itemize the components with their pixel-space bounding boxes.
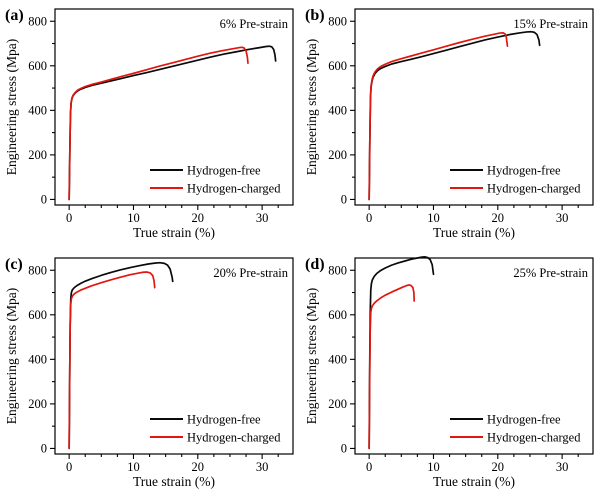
x-tick-label: 30 (556, 211, 569, 225)
y-tick-label: 800 (328, 14, 347, 28)
panel-b: 0 10 20 30 0 200 400 600 800 15% Pre-strain Hydrog… (300, 0, 600, 249)
chart-d: 0 10 20 30 0 200 400 600 800 25% Pre-strain Hydrog… (304, 256, 594, 489)
chart-b: 0 10 20 30 0 200 400 600 800 15% Pre-strain Hydrog… (304, 7, 594, 240)
x-tick-label: 30 (256, 211, 269, 225)
x-tick-label: 0 (66, 211, 72, 225)
x-tick-label: 30 (556, 460, 569, 474)
legend-label-hydrogen-free: Hydrogen-free (187, 164, 261, 178)
prestrain-annotation: 15% Pre-strain (513, 17, 588, 31)
curve-hydrogen-free (368, 256, 435, 450)
y-tick-label: 800 (28, 14, 47, 28)
x-tick-label: 20 (492, 460, 505, 474)
y-tick-label: 400 (28, 352, 47, 366)
panel-letter: (d) (305, 256, 325, 273)
y-tick-label: 0 (41, 441, 47, 455)
y-tick-label: 600 (328, 308, 347, 322)
x-tick-label: 0 (366, 460, 372, 474)
y-tick-label: 400 (328, 352, 347, 366)
panel-a: 0 10 20 30 0 200 400 600 800 6% Pre-strain Hydroge… (0, 0, 300, 249)
x-tick-label: 10 (427, 211, 440, 225)
plot-frame (54, 8, 294, 206)
x-tick-label: 20 (492, 211, 505, 225)
x-tick-label: 10 (127, 460, 140, 474)
x-axis-title: True strain (%) (433, 225, 515, 240)
x-tick-label: 0 (366, 211, 372, 225)
panel-letter: (a) (5, 7, 24, 24)
panel-c: 0 10 20 30 0 200 400 600 800 20% Pre-strain Hydrog… (0, 249, 300, 498)
prestrain-annotation: 6% Pre-strain (220, 17, 289, 31)
x-axis-title: True strain (%) (133, 474, 215, 489)
plot-frame (354, 8, 594, 206)
curve-hydrogen-free (68, 261, 174, 450)
x-tick-label: 20 (192, 460, 205, 474)
y-tick-label: 800 (28, 263, 47, 277)
panel-letter: (b) (305, 7, 325, 24)
panel-d: 0 10 20 30 0 200 400 600 800 25% Pre-strain Hydrog… (300, 249, 600, 498)
y-tick-label: 600 (328, 59, 347, 73)
y-tick-label: 400 (28, 103, 47, 117)
x-tick-label: 30 (256, 460, 269, 474)
y-axis-title: Engineering stress (Mpa) (4, 39, 19, 175)
y-tick-label: 0 (341, 441, 347, 455)
curve-hydrogen-charged (368, 284, 416, 450)
prestrain-annotation: 20% Pre-strain (213, 266, 288, 280)
legend-label-hydrogen-charged: Hydrogen-charged (187, 431, 281, 445)
y-tick-label: 0 (341, 192, 347, 206)
curve-hydrogen-charged (68, 271, 156, 450)
curve-hydrogen-charged (368, 31, 509, 201)
y-axis-title: Engineering stress (Mpa) (304, 39, 319, 175)
legend-label-hydrogen-free: Hydrogen-free (487, 413, 561, 427)
plot-frame (54, 257, 294, 455)
prestrain-annotation: 25% Pre-strain (513, 266, 588, 280)
y-tick-label: 200 (28, 148, 47, 162)
y-tick-label: 600 (28, 59, 47, 73)
x-tick-label: 10 (427, 460, 440, 474)
legend-label-hydrogen-free: Hydrogen-free (187, 413, 261, 427)
y-axis-title: Engineering stress (Mpa) (4, 288, 19, 424)
legend-label-hydrogen-charged: Hydrogen-charged (487, 431, 581, 445)
x-tick-label: 0 (66, 460, 72, 474)
y-tick-label: 200 (328, 148, 347, 162)
x-axis-title: True strain (%) (433, 474, 515, 489)
x-tick-label: 10 (127, 211, 140, 225)
y-tick-label: 200 (328, 397, 347, 411)
chart-c: 0 10 20 30 0 200 400 600 800 20% Pre-strain Hydrog… (4, 256, 294, 489)
y-tick-label: 600 (28, 308, 47, 322)
y-tick-label: 800 (328, 263, 347, 277)
x-axis-title: True strain (%) (133, 225, 215, 240)
y-axis-title: Engineering stress (Mpa) (304, 288, 319, 424)
y-tick-label: 200 (28, 397, 47, 411)
panel-letter: (c) (5, 256, 23, 273)
plot-frame (354, 257, 594, 455)
legend-label-hydrogen-charged: Hydrogen-charged (187, 182, 281, 196)
legend-label-hydrogen-charged: Hydrogen-charged (487, 182, 581, 196)
y-tick-label: 400 (328, 103, 347, 117)
x-tick-label: 20 (192, 211, 205, 225)
legend-label-hydrogen-free: Hydrogen-free (487, 164, 561, 178)
curve-hydrogen-charged (68, 46, 249, 201)
chart-a: 0 10 20 30 0 200 400 600 800 6% Pre-strain Hydroge… (4, 7, 294, 240)
y-tick-label: 0 (41, 192, 47, 206)
